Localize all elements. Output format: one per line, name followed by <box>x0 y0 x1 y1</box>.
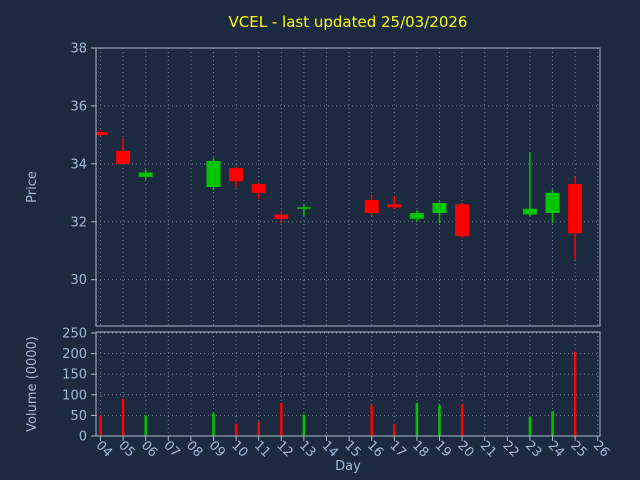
volume-tick-label: 0 <box>79 430 87 445</box>
price-tick-label: 34 <box>70 157 87 172</box>
candle-day-23 <box>522 152 537 216</box>
candle-day-12 <box>274 211 289 224</box>
x-tick-label: 17 <box>386 438 408 460</box>
x-tick-label: 06 <box>138 438 160 460</box>
x-tick-label: 19 <box>432 438 454 460</box>
x-tick-label: 26 <box>590 438 612 460</box>
price-axis-title: Price <box>25 171 40 203</box>
chart-title: VCEL - last updated 25/03/2026 <box>229 13 468 31</box>
candle-day-16 <box>364 194 379 216</box>
volume-tick-label: 250 <box>62 327 87 342</box>
candle-day-18 <box>409 210 424 222</box>
price-tick-label: 32 <box>70 215 87 230</box>
x-tick-label: 14 <box>319 438 341 460</box>
x-tick-label: 25 <box>567 438 589 460</box>
volume-tick-label: 150 <box>62 368 87 383</box>
gridlines <box>96 47 600 437</box>
candle-day-13 <box>296 204 311 216</box>
x-tick-label: 08 <box>183 438 205 460</box>
candle-day-05 <box>116 137 131 166</box>
x-tick-label: 07 <box>160 438 182 460</box>
price-tick-label: 30 <box>70 273 87 288</box>
x-tick-label: 11 <box>251 438 273 460</box>
x-tick-label: 16 <box>364 438 386 460</box>
candle-day-10 <box>229 166 244 187</box>
x-tick-label: 15 <box>341 438 363 460</box>
candle-day-19 <box>432 201 447 224</box>
x-axis-title: Day <box>335 459 361 474</box>
volume-series <box>99 351 577 436</box>
x-tick-label: 10 <box>228 438 250 460</box>
price-tick-label: 38 <box>70 42 87 57</box>
x-tick-label: 20 <box>454 438 476 460</box>
axes <box>91 47 601 441</box>
candle-day-25 <box>568 176 583 260</box>
x-tick-label: 18 <box>409 438 431 460</box>
volume-axis-title: Volume (0000) <box>25 336 40 432</box>
volume-tick-label: 200 <box>62 347 87 362</box>
x-tick-label: 05 <box>115 438 137 460</box>
x-tick-label: 23 <box>522 438 544 460</box>
volume-tick-label: 100 <box>62 388 87 403</box>
candlestick-series <box>96 130 583 260</box>
x-tick-label: 09 <box>206 438 228 460</box>
candle-day-20 <box>455 202 470 238</box>
candle-day-24 <box>545 189 560 224</box>
candle-day-06 <box>138 169 153 180</box>
x-tick-label: 21 <box>477 438 499 460</box>
x-tick-label: 04 <box>93 438 115 460</box>
candle-day-11 <box>251 182 266 199</box>
x-tick-label: 24 <box>545 438 567 460</box>
volume-tick-label: 50 <box>70 409 87 424</box>
price-tick-label: 36 <box>70 99 87 114</box>
x-tick-label: 12 <box>273 438 295 460</box>
candle-day-17 <box>387 195 402 209</box>
candle-day-04 <box>96 130 108 137</box>
x-tick-label: 22 <box>499 438 521 460</box>
x-tick-label: 13 <box>296 438 318 460</box>
candle-day-09 <box>206 158 221 190</box>
